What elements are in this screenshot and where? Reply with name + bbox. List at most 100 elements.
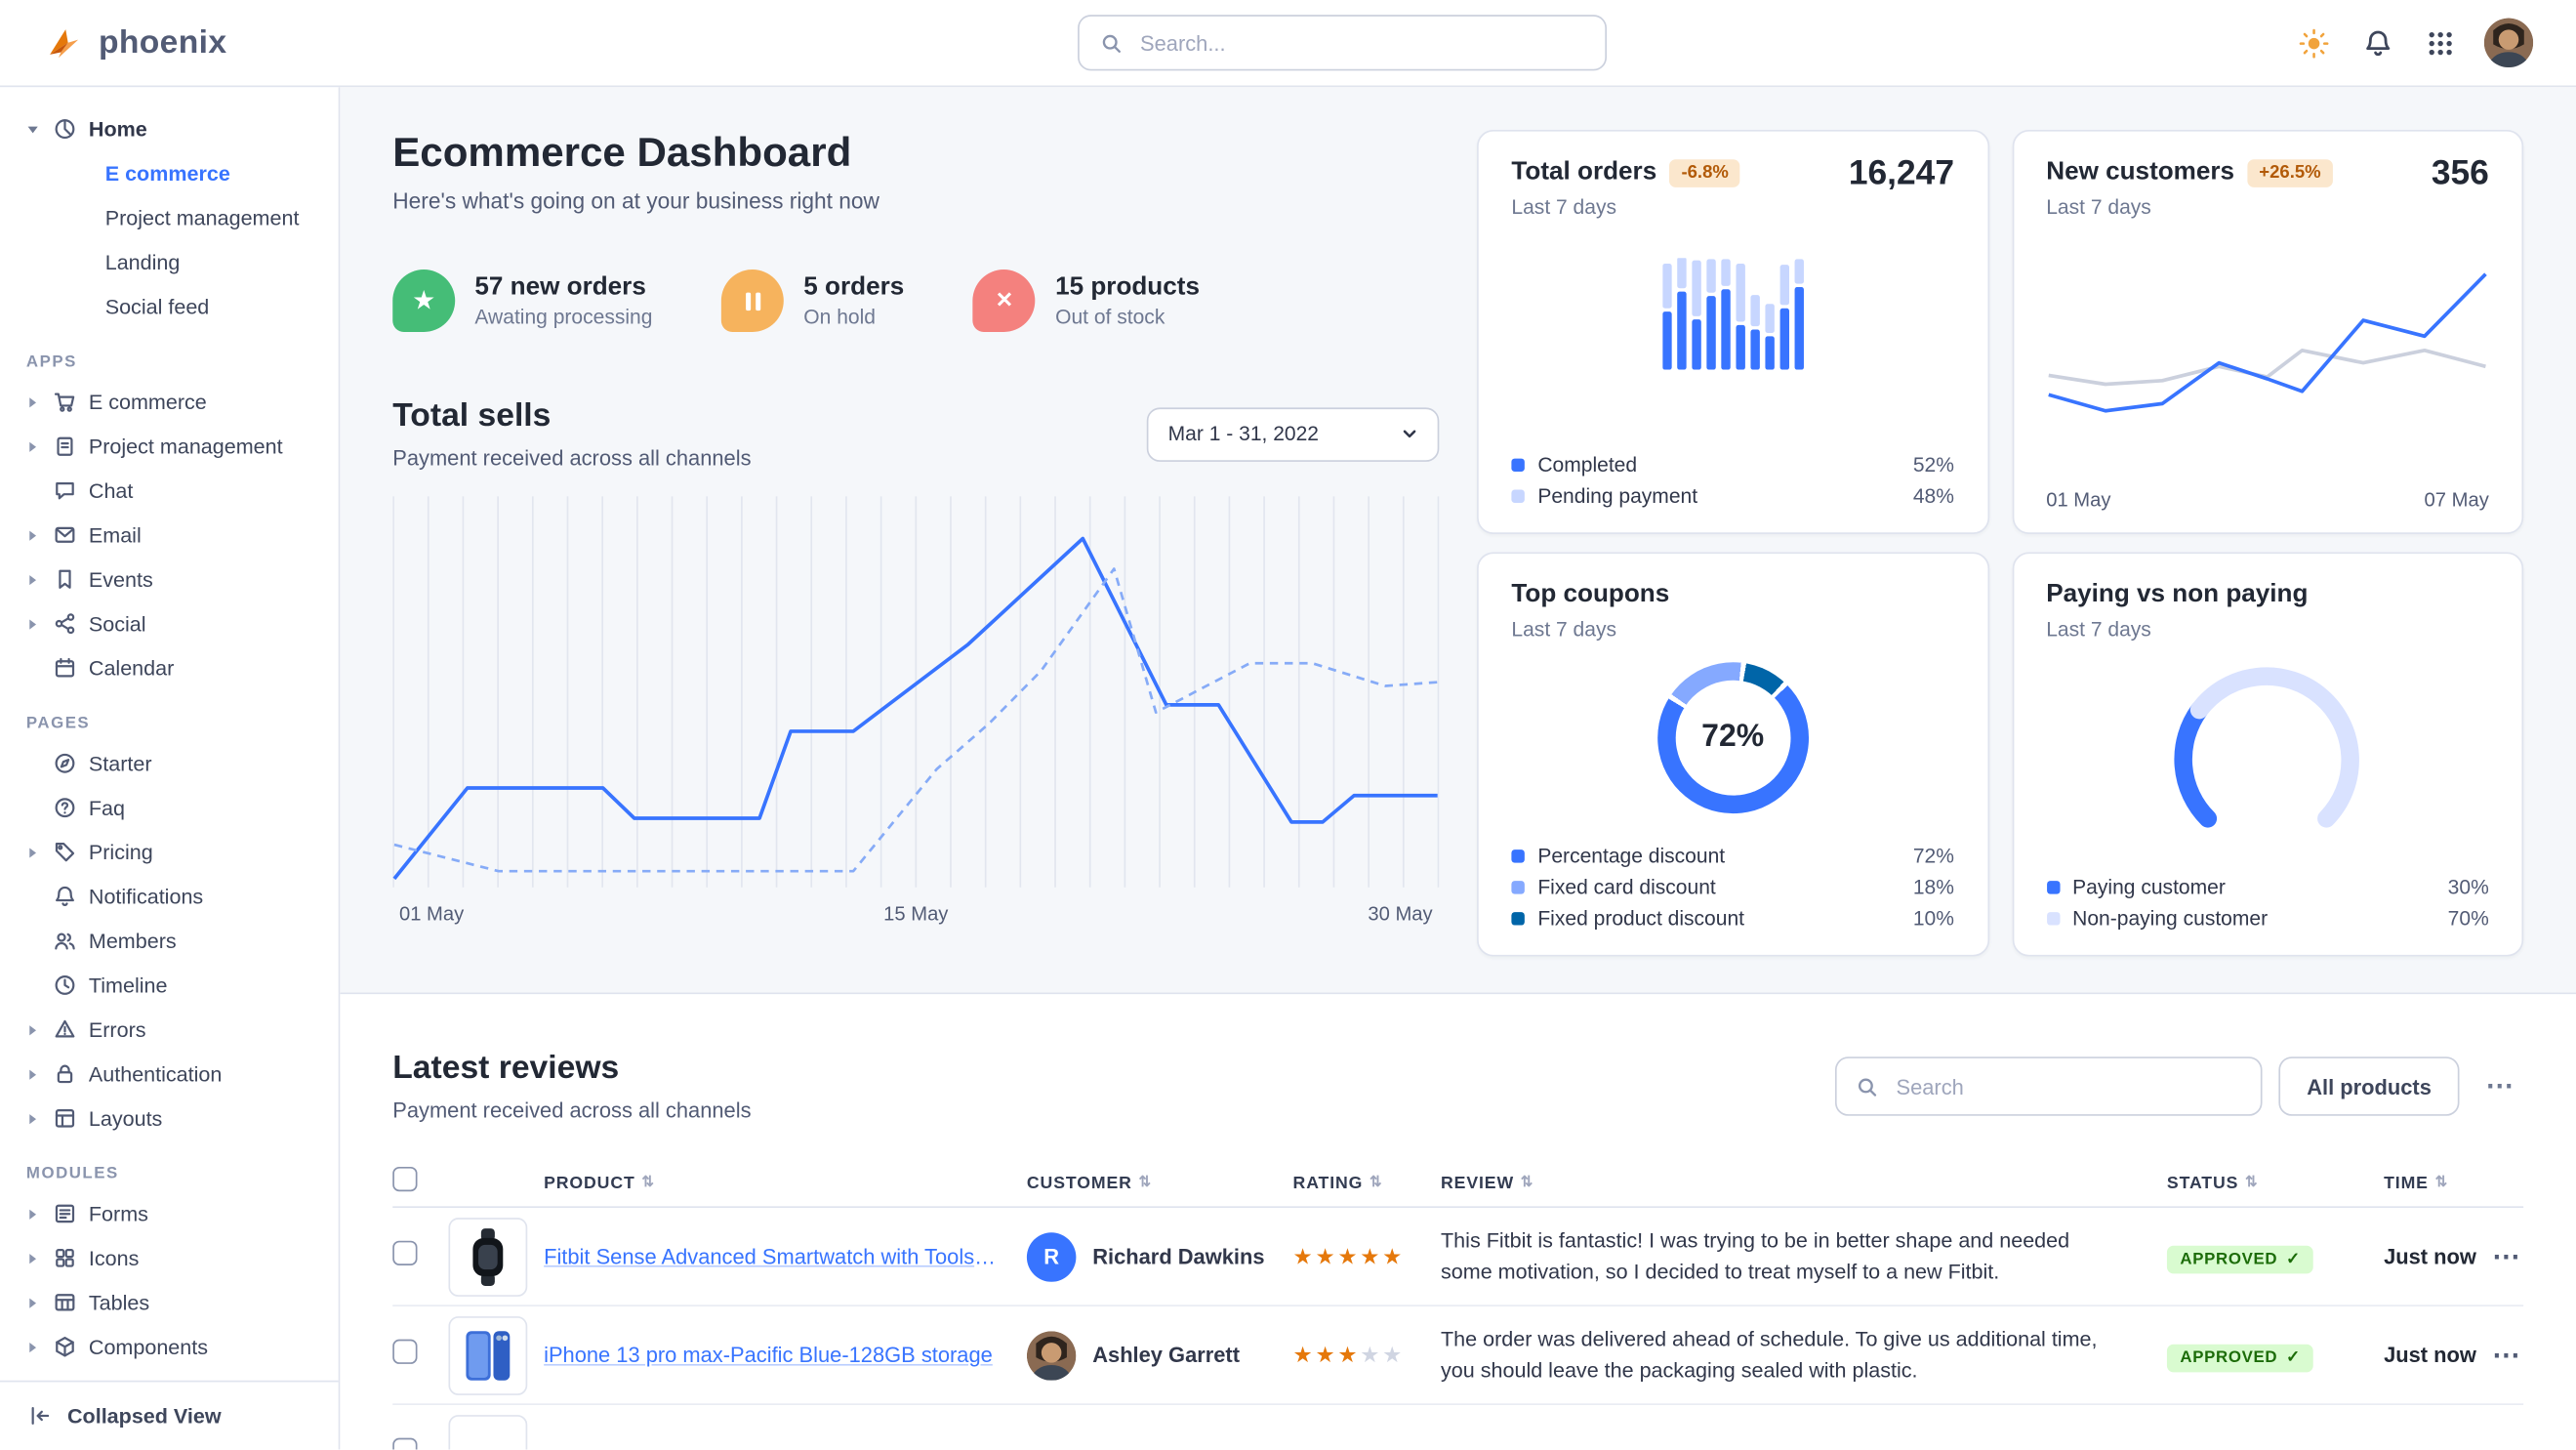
row-checkbox[interactable] <box>392 1338 418 1364</box>
notifications-button[interactable] <box>2359 23 2397 62</box>
sidebar-item-home[interactable]: Home <box>23 106 326 150</box>
sort-icon[interactable]: ⇅ <box>2245 1173 2259 1190</box>
chevron-right-icon <box>23 574 42 584</box>
sort-icon[interactable]: ⇅ <box>1370 1173 1383 1190</box>
row-menu-button[interactable]: ⋯ <box>2492 1239 2520 1271</box>
sidebar-item-errors[interactable]: Errors <box>23 1008 326 1052</box>
product-link[interactable]: iPhone 13 pro max-Pacific Blue-128GB sto… <box>544 1343 993 1368</box>
reviews-search[interactable] <box>1835 1056 2263 1116</box>
share-icon <box>55 613 75 635</box>
sidebar-item-faq[interactable]: Faq <box>23 785 326 829</box>
grid-icon <box>2429 31 2452 55</box>
sidebar-item-components[interactable]: Components <box>23 1325 326 1369</box>
sort-icon[interactable]: ⇅ <box>1520 1173 1534 1190</box>
avatar[interactable] <box>2483 18 2534 68</box>
total-orders-card: Total orders -6.8% 16,247 Last 7 days Co… <box>1477 129 1989 534</box>
chevron-down-icon <box>1403 430 1416 438</box>
product-image <box>448 1217 528 1297</box>
chevron-right-icon <box>23 1298 42 1307</box>
all-products-button[interactable]: All products <box>2278 1056 2460 1116</box>
tag-icon <box>55 843 75 862</box>
compass-icon <box>55 753 75 773</box>
more-options-button[interactable]: ⋯ <box>2475 1056 2523 1116</box>
sidebar-item-pricing[interactable]: Pricing <box>23 830 326 874</box>
row-menu-button[interactable]: ⋯ <box>2492 1338 2520 1370</box>
clipboard-icon <box>57 436 73 456</box>
sidebar-item-social-feed[interactable]: Social feed <box>104 294 210 319</box>
chevron-right-icon <box>23 1209 42 1219</box>
sort-icon[interactable]: ⇅ <box>2434 1173 2449 1190</box>
table-icon <box>55 1294 75 1311</box>
stat-value: 5 orders <box>803 272 905 301</box>
stat-caption: Awating processing <box>474 306 653 329</box>
column-header-product[interactable]: PRODUCT ⇅ <box>544 1172 655 1193</box>
collapsed-view-button[interactable]: Collapsed View <box>0 1380 339 1450</box>
total-sells-subtitle: Payment received across all channels <box>392 445 752 471</box>
phoenix-logo-icon <box>50 28 79 58</box>
header-search[interactable] <box>1078 15 1608 71</box>
star-icon: ★ <box>1292 1342 1316 1367</box>
sidebar-item-e-commerce[interactable]: E commerce <box>104 160 230 186</box>
sidebar-item-label: Errors <box>88 1016 146 1043</box>
apps-grid-button[interactable] <box>2423 25 2457 60</box>
sidebar: Home E commerce Project management Landing S… <box>0 87 341 1450</box>
avatar <box>1026 1330 1077 1380</box>
layout-icon <box>55 1108 75 1128</box>
sidebar-item-notifications[interactable]: Notifications <box>23 874 326 918</box>
page-subtitle: Here's what's going on at your business … <box>392 188 879 214</box>
theme-toggle-button[interactable] <box>2295 23 2333 62</box>
latest-reviews-section: Latest reviews Payment received across a… <box>340 994 2576 1450</box>
sidebar-item-social[interactable]: Social <box>23 601 326 645</box>
chevron-right-icon <box>23 1113 42 1123</box>
sidebar-item-forms[interactable]: Forms <box>23 1191 326 1235</box>
sidebar-item-timeline[interactable]: Timeline <box>23 963 326 1007</box>
row-checkbox[interactable] <box>392 1436 418 1450</box>
sidebar-item-chat[interactable]: Chat <box>23 469 326 513</box>
customer-name: Ashley Garrett <box>1092 1343 1241 1368</box>
logo[interactable]: phoenix <box>43 23 227 62</box>
sidebar-item-calendar[interactable]: Calendar <box>23 645 326 689</box>
paying-card: Paying vs non paying Last 7 days Paying … <box>2011 552 2524 957</box>
sidebar-item-starter[interactable]: Starter <box>23 741 326 785</box>
sidebar-item-email[interactable]: Email <box>23 513 326 557</box>
reviews-search-input[interactable] <box>1893 1072 2241 1100</box>
sidebar-item-landing[interactable]: Landing <box>104 249 181 275</box>
sidebar-item-label: Chat <box>88 477 134 504</box>
chevron-right-icon <box>23 619 42 629</box>
grid-icon <box>56 1249 74 1267</box>
column-header-review[interactable]: REVIEW ⇅ <box>1441 1172 1534 1193</box>
sidebar-item-tables[interactable]: Tables <box>23 1280 326 1324</box>
sidebar-item-e-commerce[interactable]: E commerce <box>23 380 326 424</box>
sidebar-item-label: Social <box>88 611 146 637</box>
total-sells-x-axis: 01 May 15 May 30 May <box>392 902 1439 929</box>
sidebar-item-authentication[interactable]: Authentication <box>23 1052 326 1096</box>
reviews-toolbar: All products ⋯ <box>1835 1056 2523 1116</box>
sort-icon[interactable]: ⇅ <box>641 1173 655 1190</box>
sort-icon[interactable]: ⇅ <box>1138 1173 1153 1190</box>
sidebar-item-icons[interactable]: Icons <box>23 1236 326 1280</box>
column-header-time[interactable]: TIME ⇅ <box>2384 1172 2449 1193</box>
bell-icon <box>2366 29 2391 56</box>
column-header-rating[interactable]: RATING ⇅ <box>1292 1172 1383 1193</box>
sidebar-item-members[interactable]: Members <box>23 919 326 963</box>
row-checkbox[interactable] <box>392 1239 418 1265</box>
date-range-select[interactable]: Mar 1 - 31, 2022 <box>1146 406 1440 462</box>
legend-value: 52% <box>1912 452 1954 476</box>
star-icon: ★ <box>1382 1243 1406 1268</box>
select-all-checkbox[interactable] <box>392 1166 418 1191</box>
sidebar-item-project-management[interactable]: Project management <box>23 424 326 468</box>
legend-value: 10% <box>1912 906 1954 930</box>
column-header-status[interactable]: STATUS ⇅ <box>2166 1172 2259 1193</box>
sidebar-item-events[interactable]: Events <box>23 558 326 601</box>
chevron-right-icon <box>23 848 42 857</box>
reviews-table: PRODUCT ⇅ CUSTOMER ⇅ RATING ⇅ REVIEW ⇅ STATUS ⇅ TI… <box>392 1159 2524 1450</box>
sidebar-item-layouts[interactable]: Layouts <box>23 1097 326 1140</box>
star-icon: ★ <box>392 269 456 332</box>
product-link[interactable]: Fitbit Sense Advanced Smartwatch with To… <box>544 1244 1016 1269</box>
legend-value: 72% <box>1912 844 1954 867</box>
sidebar-item-label: Components <box>88 1334 209 1359</box>
header-search-input[interactable] <box>1136 28 1584 58</box>
column-header-customer[interactable]: CUSTOMER ⇅ <box>1026 1172 1153 1193</box>
sidebar-item-project-management[interactable]: Project management <box>104 205 300 230</box>
card-value: 356 <box>2431 154 2489 192</box>
